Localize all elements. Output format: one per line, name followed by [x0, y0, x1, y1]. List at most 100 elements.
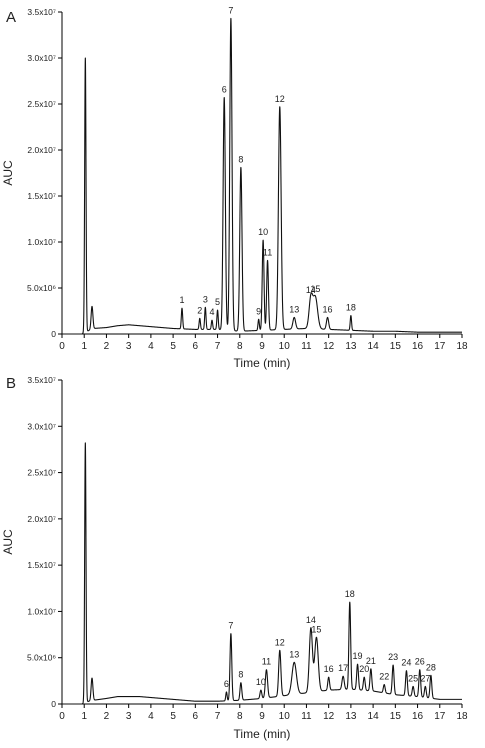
- y-tick-label: 3.0x10⁷: [27, 421, 56, 431]
- peak-label: 15: [311, 624, 321, 634]
- peak-label: 11: [262, 657, 271, 667]
- peak-label: 2: [197, 305, 202, 315]
- peak-label: 21: [366, 656, 376, 666]
- peak-label: 8: [238, 670, 243, 680]
- peak-label: 25: [408, 673, 418, 683]
- y-tick-label: 0: [51, 329, 56, 339]
- peak-label: 14: [306, 285, 316, 295]
- peak-label: 24: [401, 658, 411, 668]
- y-tick-label: 1.0x10⁷: [27, 237, 56, 247]
- peak-label: 19: [353, 651, 363, 661]
- chromatogram-trace: [61, 17, 463, 335]
- peak-label: 3: [203, 294, 208, 304]
- y-tick-label: 1.0x10⁷: [27, 606, 56, 616]
- x-tick-label: 2: [104, 341, 110, 352]
- peak-label: 6: [222, 85, 227, 95]
- x-tick-label: 11: [301, 341, 312, 352]
- x-tick-label: 15: [390, 341, 402, 352]
- peak-label: 12: [275, 94, 285, 104]
- y-tick-label: 2.0x10⁷: [27, 145, 56, 155]
- y-tick-label: 3.5x10⁷: [27, 375, 56, 385]
- x-tick-label: 2: [104, 711, 110, 722]
- x-tick-label: 6: [193, 341, 199, 352]
- x-tick-label: 3: [126, 711, 132, 722]
- x-tick-label: 7: [215, 341, 221, 352]
- y-tick-label: 2.0x10⁷: [27, 514, 56, 524]
- peak-label: 20: [359, 664, 369, 674]
- x-tick-label: 6: [193, 711, 199, 722]
- x-tick-label: 4: [148, 341, 154, 352]
- y-tick-label: 5.0x10⁶: [27, 653, 56, 663]
- x-tick-label: 12: [323, 341, 335, 352]
- x-tick-label: 5: [170, 711, 176, 722]
- y-tick-label: 2.5x10⁷: [27, 468, 56, 478]
- peak-label: 18: [345, 589, 355, 599]
- peak-label: 7: [228, 5, 233, 15]
- x-axis-title: Time (min): [234, 727, 291, 741]
- peak-label: 13: [289, 649, 299, 659]
- x-tick-label: 7: [215, 711, 221, 722]
- peak-label: 12: [275, 637, 285, 647]
- panel-label: A: [6, 9, 16, 26]
- x-tick-label: 18: [456, 711, 468, 722]
- y-axis-title: AUC: [1, 160, 15, 186]
- y-tick-label: 2.5x10⁷: [27, 99, 56, 109]
- peak-label: 16: [324, 664, 334, 674]
- peak-label: 10: [256, 677, 266, 687]
- x-tick-label: 0: [59, 711, 65, 722]
- x-tick-label: 1: [81, 711, 87, 722]
- peak-label: 26: [415, 657, 425, 667]
- panel-label: B: [6, 375, 16, 392]
- peak-label: 9: [256, 306, 261, 316]
- x-tick-label: 10: [279, 341, 291, 352]
- peak-label: 8: [238, 154, 243, 164]
- x-tick-label: 17: [434, 711, 446, 722]
- x-tick-label: 16: [412, 711, 424, 722]
- x-tick-label: 15: [390, 711, 402, 722]
- x-tick-label: 11: [301, 711, 312, 722]
- x-tick-label: 16: [412, 341, 424, 352]
- y-tick-label: 0: [51, 699, 56, 709]
- chromatogram-trace: [61, 442, 463, 705]
- x-tick-label: 4: [148, 711, 154, 722]
- x-tick-label: 9: [259, 711, 265, 722]
- peak-label: 17: [338, 663, 348, 673]
- peak-label: 4: [209, 307, 214, 317]
- x-tick-label: 10: [279, 711, 291, 722]
- peak-label: 7: [228, 621, 233, 631]
- y-tick-label: 1.5x10⁷: [27, 560, 56, 570]
- x-tick-label: 9: [259, 341, 265, 352]
- x-axis-title: Time (min): [234, 356, 291, 370]
- x-tick-label: 1: [81, 341, 87, 352]
- y-tick-label: 3.5x10⁷: [27, 7, 56, 17]
- x-tick-label: 14: [368, 711, 380, 722]
- x-tick-label: 12: [323, 711, 335, 722]
- x-tick-label: 8: [237, 341, 243, 352]
- peak-label: 16: [323, 304, 333, 314]
- peak-label: 14: [306, 615, 316, 625]
- peak-label: 23: [388, 652, 398, 662]
- x-tick-label: 5: [170, 341, 176, 352]
- x-tick-label: 13: [345, 711, 357, 722]
- y-axis-title: AUC: [1, 529, 15, 555]
- x-tick-label: 0: [59, 341, 65, 352]
- peak-label: 18: [346, 303, 356, 313]
- peak-label: 22: [379, 672, 389, 682]
- panel-B: B 0 5.0x10⁶ 1.0x10⁷ 1.5x10⁷ 2.0x10⁷ 2.5x10⁷ 3.0…: [1, 375, 468, 741]
- y-tick-label: 5.0x10⁶: [27, 283, 56, 293]
- peak-label: 5: [215, 297, 220, 307]
- x-tick-label: 13: [345, 341, 357, 352]
- peak-label: 10: [258, 227, 268, 237]
- panel-A: A 0 5.0x10⁶ 1.0x10⁷ 1.5x10⁷ 2.0x10⁷ 2.5x10⁷ 3.0…: [1, 5, 468, 370]
- peak-label: 28: [426, 662, 436, 672]
- x-tick-label: 17: [434, 341, 446, 352]
- peak-label: 11: [263, 247, 272, 257]
- x-tick-label: 18: [456, 341, 468, 352]
- peak-label: 15: [310, 284, 320, 294]
- x-tick-label: 14: [368, 341, 380, 352]
- x-tick-label: 3: [126, 341, 132, 352]
- y-tick-label: 3.0x10⁷: [27, 53, 56, 63]
- y-tick-label: 1.5x10⁷: [27, 191, 56, 201]
- peak-label: 6: [224, 679, 229, 689]
